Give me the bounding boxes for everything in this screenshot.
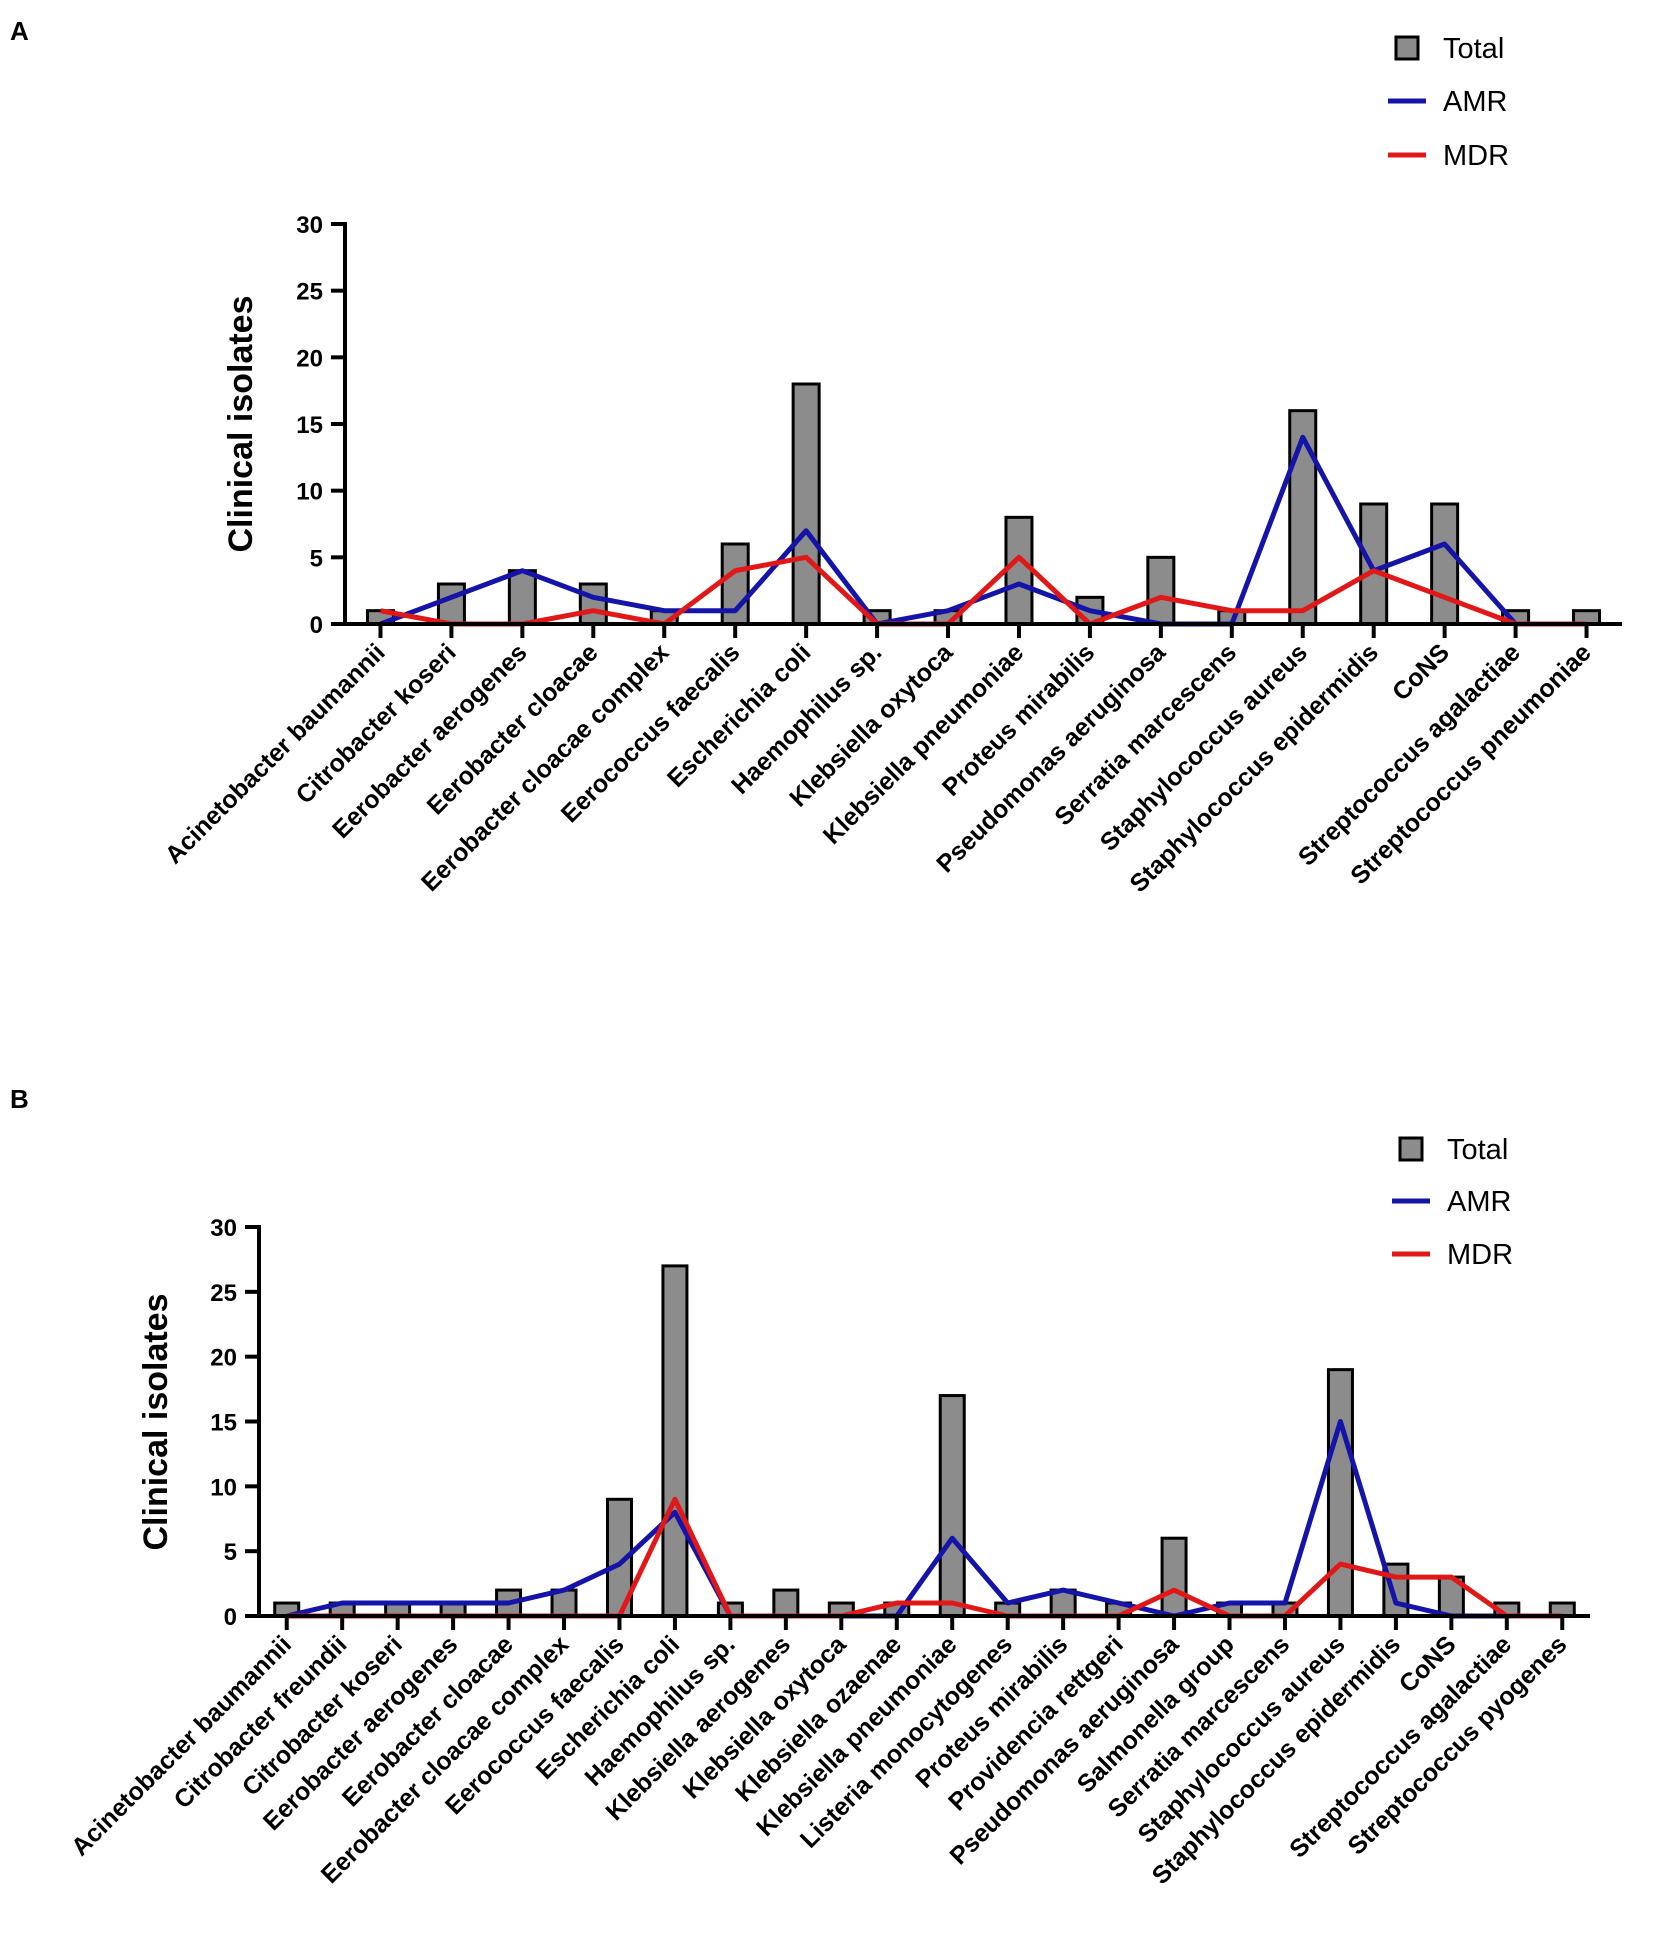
line-amr <box>379 434 1587 627</box>
legend-total-label: Total <box>1447 1134 1508 1166</box>
y-tick-label: 0 <box>310 612 323 639</box>
y-tick-label: 25 <box>210 1280 237 1307</box>
y-tick-label: 5 <box>224 1539 237 1566</box>
legend-amr-label: AMR <box>1447 1186 1511 1218</box>
bar-total <box>1004 515 1034 626</box>
y-axis-label: Clinical isolates <box>137 1294 175 1551</box>
legend-amr-label: AMR <box>1443 86 1507 118</box>
y-tick-label: 15 <box>296 412 323 439</box>
bar-total <box>436 582 466 626</box>
legend-total-swatch <box>1394 35 1420 61</box>
bar-total <box>938 1394 966 1618</box>
panel-label: B <box>10 1084 29 1114</box>
legend-mdr-label: MDR <box>1443 140 1509 172</box>
bar-total <box>1430 502 1460 626</box>
y-tick-label: 10 <box>210 1474 237 1501</box>
bar-total <box>1160 1536 1188 1618</box>
legend-mdr-label: MDR <box>1447 1239 1513 1271</box>
bar-total <box>661 1264 689 1618</box>
y-axis-label: Clinical isolates <box>222 296 260 553</box>
bar-total <box>578 582 608 626</box>
line-mdr <box>380 554 1587 627</box>
y-tick-label: 0 <box>224 1604 237 1631</box>
legend-total-swatch <box>1398 1136 1424 1162</box>
bar-total <box>791 382 821 626</box>
bar-total <box>1146 555 1176 626</box>
legend-total-label: Total <box>1443 33 1504 65</box>
y-tick-label: 20 <box>210 1345 237 1372</box>
legend: Total AMR MDR <box>1392 1134 1513 1271</box>
y-tick-label: 30 <box>296 212 323 239</box>
line-amr <box>286 1419 1563 1619</box>
bar-total <box>507 569 537 626</box>
y-tick-label: 5 <box>310 545 323 572</box>
bar-total <box>1326 1368 1354 1618</box>
bar-total <box>1359 502 1389 626</box>
bar-total <box>772 1588 800 1618</box>
y-tick-label: 10 <box>296 479 323 506</box>
legend: Total AMR MDR <box>1388 33 1509 172</box>
panel-B: B Clinical isolates 0 5 10 15 20 25 30 Acinetobac… <box>10 1084 1590 1890</box>
y-tick-label: 15 <box>210 1410 237 1437</box>
y-tick-label: 20 <box>296 345 323 372</box>
panel-label: A <box>10 16 29 46</box>
x-tick-label: CoNS <box>1387 638 1455 706</box>
y-tick-label: 25 <box>296 279 323 306</box>
x-tick-label: Acinetobacter baumannii <box>66 1630 297 1861</box>
y-tick-label: 30 <box>210 1215 237 1242</box>
